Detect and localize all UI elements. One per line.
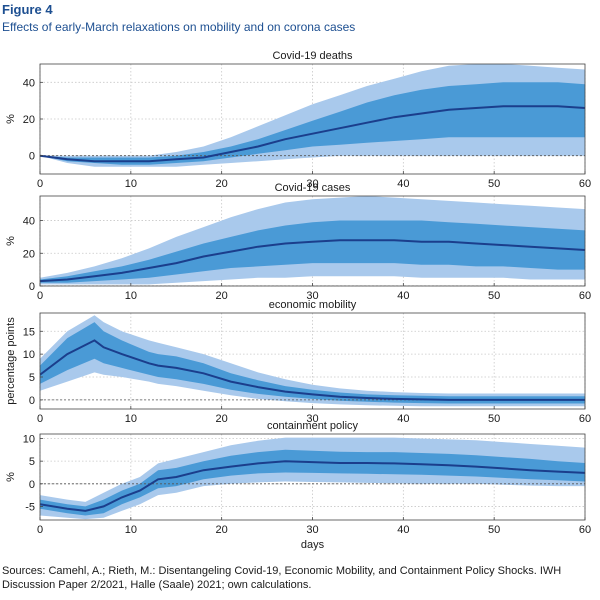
median-line [40, 460, 585, 512]
x-tick-label: 20 [216, 524, 228, 536]
y-tick-label: 10 [23, 349, 35, 361]
panel-title: Covid-19 deaths [272, 50, 353, 62]
confidence-band-inner [40, 449, 585, 516]
x-tick-label: 60 [579, 413, 591, 425]
y-axis-label: percentage points [5, 317, 17, 405]
x-tick-label: 50 [488, 524, 500, 536]
x-tick-label: 10 [125, 178, 137, 190]
y-tick-label: 0 [29, 479, 35, 491]
y-tick-label: 20 [23, 248, 35, 260]
x-tick-label: 50 [488, 290, 500, 302]
y-tick-label: 10 [23, 434, 35, 446]
panel-title: containment policy [267, 420, 359, 432]
y-tick-label: 0 [29, 281, 35, 293]
x-tick-label: 30 [306, 413, 318, 425]
x-tick-label: 10 [125, 524, 137, 536]
x-tick-label: 30 [306, 290, 318, 302]
median-line [40, 339, 585, 401]
x-tick-label: 50 [488, 413, 500, 425]
confidence-band-outer [40, 315, 585, 407]
y-axis-label: % [5, 472, 17, 482]
plot-area [40, 315, 585, 407]
median-line [40, 239, 585, 283]
x-tick-label: 10 [125, 413, 137, 425]
plot-area [40, 196, 585, 286]
figure-label: Figure 4 [2, 2, 53, 17]
y-tick-label: 0 [29, 151, 35, 163]
x-tick-label: 30 [306, 524, 318, 536]
source-note: Sources: Camehl, A.; Rieth, M.: Disentan… [2, 565, 562, 591]
x-tick-label: 20 [216, 290, 228, 302]
x-tick-label: 20 [216, 178, 228, 190]
y-tick-label: 15 [23, 326, 35, 338]
x-tick-label: 50 [488, 178, 500, 190]
y-tick-label: 40 [23, 216, 35, 228]
x-tick-label: 10 [125, 290, 137, 302]
x-tick-label: 60 [579, 178, 591, 190]
x-tick-label: 0 [37, 178, 43, 190]
x-axis-label: days [301, 539, 325, 551]
y-tick-label: -5 [25, 501, 35, 513]
y-axis-label: % [5, 114, 17, 124]
y-tick-label: 0 [29, 395, 35, 407]
confidence-band-inner [40, 82, 585, 165]
figure-title: Effects of early-March relaxations on mo… [2, 20, 356, 34]
x-tick-label: 0 [37, 413, 43, 425]
y-tick-label: 20 [23, 114, 35, 126]
x-tick-label: 60 [579, 290, 591, 302]
plot-area [40, 64, 585, 167]
x-tick-label: 40 [397, 524, 409, 536]
confidence-band-outer [40, 437, 585, 520]
x-tick-label: 40 [397, 413, 409, 425]
panel-title: Covid-19 cases [275, 182, 351, 194]
x-tick-label: 40 [397, 290, 409, 302]
x-tick-label: 0 [37, 290, 43, 302]
panel-title: economic mobility [269, 299, 357, 311]
y-tick-label: 5 [29, 456, 35, 468]
x-tick-label: 60 [579, 524, 591, 536]
confidence-band-inner [40, 220, 585, 283]
plot-area [40, 437, 585, 520]
median-line [40, 105, 585, 163]
x-tick-label: 30 [306, 178, 318, 190]
y-axis-label: % [5, 236, 17, 246]
y-tick-label: 5 [29, 372, 35, 384]
y-tick-label: 40 [23, 77, 35, 89]
x-tick-label: 0 [37, 524, 43, 536]
x-tick-label: 40 [397, 178, 409, 190]
x-tick-label: 20 [216, 413, 228, 425]
